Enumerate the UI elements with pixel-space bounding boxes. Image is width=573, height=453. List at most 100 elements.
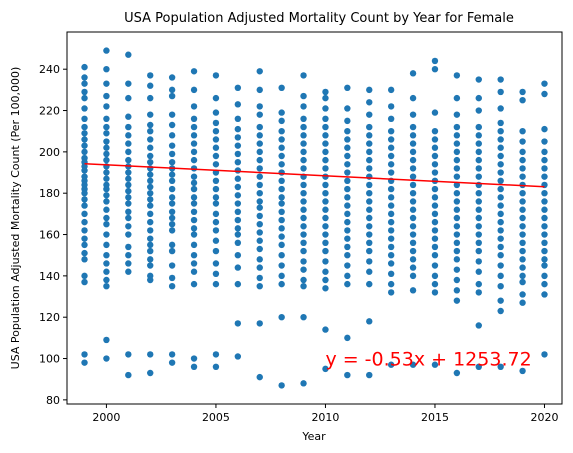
data-point bbox=[103, 214, 110, 222]
data-point bbox=[497, 88, 504, 96]
data-point bbox=[387, 161, 395, 168]
data-point bbox=[147, 94, 154, 102]
data-point bbox=[103, 123, 110, 131]
data-point bbox=[256, 111, 263, 118]
data-point bbox=[366, 318, 373, 325]
data-point bbox=[387, 185, 395, 193]
data-point bbox=[278, 200, 285, 207]
data-point bbox=[212, 237, 220, 244]
data-point bbox=[190, 140, 198, 147]
data-point bbox=[81, 227, 88, 234]
data-point bbox=[103, 138, 110, 145]
data-point bbox=[431, 109, 439, 116]
data-point bbox=[168, 214, 176, 222]
data-point bbox=[278, 241, 285, 249]
data-point bbox=[387, 280, 395, 288]
data-point bbox=[431, 152, 439, 160]
data-point bbox=[322, 268, 329, 275]
data-point bbox=[387, 361, 395, 368]
data-point bbox=[453, 198, 461, 205]
data-point bbox=[519, 88, 526, 96]
data-point bbox=[212, 194, 220, 201]
data-point bbox=[147, 159, 154, 166]
data-point bbox=[387, 152, 395, 160]
data-point bbox=[541, 262, 548, 269]
data-point bbox=[519, 156, 526, 164]
data-point bbox=[147, 235, 154, 242]
data-point bbox=[190, 280, 198, 288]
data-point bbox=[366, 247, 373, 255]
data-point bbox=[212, 247, 220, 255]
data-point bbox=[103, 103, 110, 110]
data-point bbox=[234, 225, 242, 232]
data-point bbox=[475, 140, 482, 147]
data-point bbox=[519, 165, 526, 172]
data-point bbox=[278, 280, 285, 288]
data-point bbox=[409, 223, 417, 230]
data-point bbox=[234, 192, 242, 199]
data-point bbox=[366, 198, 373, 205]
data-point bbox=[147, 152, 154, 160]
data-point bbox=[409, 148, 417, 156]
data-point bbox=[256, 68, 263, 75]
data-point bbox=[256, 237, 263, 244]
data-point bbox=[541, 291, 548, 298]
data-point bbox=[147, 227, 154, 234]
data-point bbox=[300, 103, 307, 110]
data-point bbox=[322, 132, 329, 139]
data-point bbox=[278, 252, 285, 259]
data-point bbox=[344, 272, 351, 280]
data-point bbox=[212, 185, 220, 193]
data-point bbox=[344, 371, 351, 379]
data-point bbox=[453, 231, 461, 238]
data-point bbox=[409, 256, 417, 263]
data-point bbox=[519, 148, 526, 156]
data-point bbox=[431, 252, 439, 259]
data-point bbox=[300, 148, 307, 156]
data-point bbox=[322, 148, 329, 156]
data-point bbox=[366, 140, 373, 147]
data-point bbox=[147, 121, 154, 129]
data-point bbox=[190, 115, 198, 123]
data-point bbox=[541, 214, 548, 222]
data-point bbox=[344, 177, 351, 184]
data-point bbox=[103, 268, 110, 275]
data-point bbox=[497, 76, 504, 83]
data-point bbox=[475, 190, 482, 197]
data-point bbox=[212, 119, 220, 127]
data-point bbox=[278, 314, 285, 321]
data-point bbox=[519, 239, 526, 246]
y-tick-label: 100 bbox=[39, 353, 60, 366]
data-point bbox=[147, 111, 154, 118]
data-point bbox=[322, 326, 329, 333]
data-point bbox=[147, 128, 154, 135]
data-point bbox=[497, 363, 504, 370]
data-point bbox=[409, 165, 417, 172]
data-point bbox=[322, 214, 329, 222]
data-point bbox=[103, 185, 110, 193]
data-point bbox=[366, 206, 373, 213]
data-point bbox=[212, 128, 220, 135]
data-point bbox=[409, 239, 417, 246]
data-point bbox=[409, 132, 417, 139]
data-point bbox=[453, 132, 461, 139]
data-point bbox=[541, 272, 548, 280]
y-tick-label: 80 bbox=[46, 394, 60, 407]
data-point bbox=[103, 47, 110, 54]
data-point bbox=[168, 86, 176, 94]
data-point bbox=[103, 169, 110, 176]
data-point bbox=[168, 241, 176, 249]
data-point bbox=[475, 363, 482, 370]
data-point bbox=[453, 297, 461, 304]
data-point bbox=[344, 117, 351, 125]
data-point bbox=[497, 169, 504, 176]
data-point bbox=[81, 123, 88, 131]
data-point bbox=[190, 194, 198, 201]
y-tick-label: 220 bbox=[39, 105, 60, 118]
data-point bbox=[541, 239, 548, 246]
data-point bbox=[366, 165, 373, 172]
data-point bbox=[147, 177, 154, 184]
data-point bbox=[300, 258, 307, 265]
data-point bbox=[212, 270, 220, 277]
data-point bbox=[387, 136, 395, 143]
